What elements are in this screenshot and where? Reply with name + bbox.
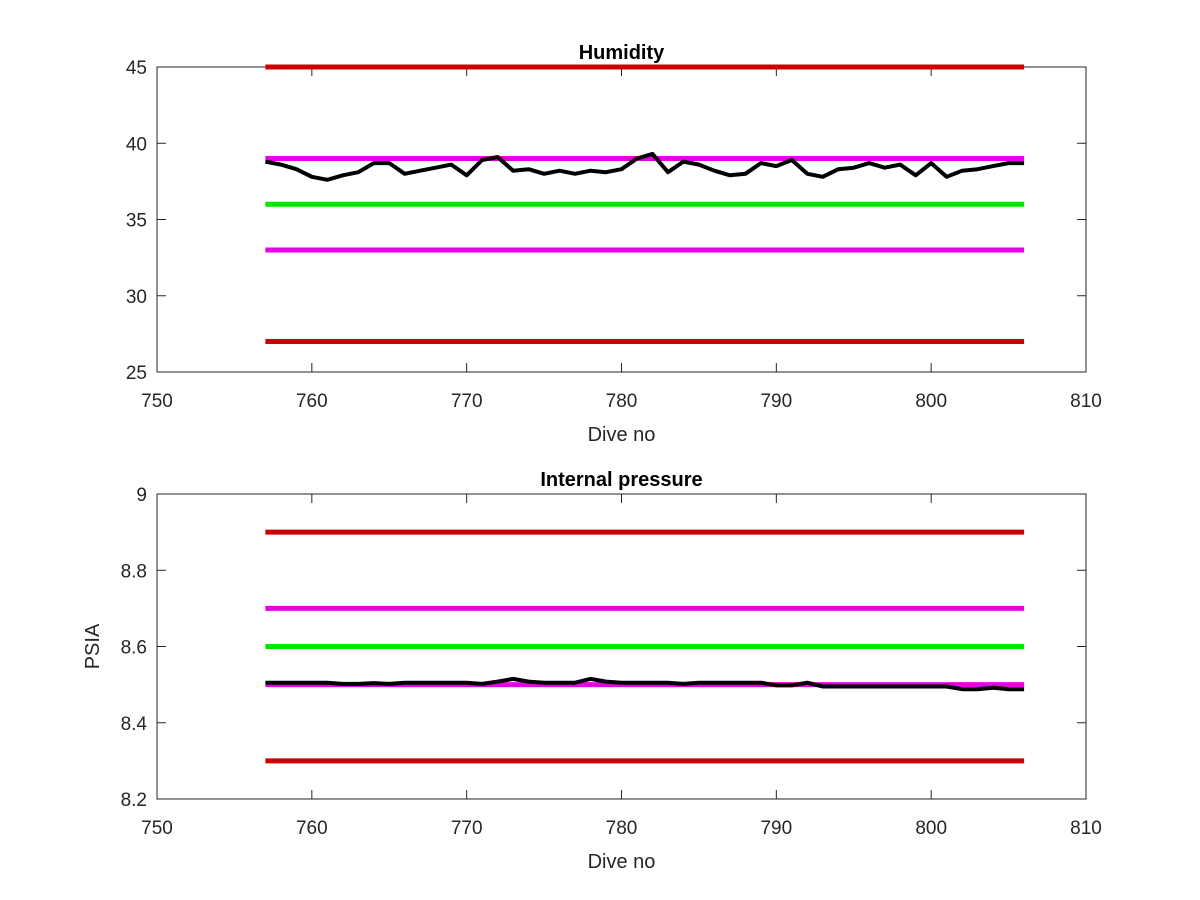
x-tick-label: 780 xyxy=(606,818,638,839)
internal-pressure-panel: 750 760 770 780 790 800 810 8.2 8.4 8.6 8.8 9 Intern… xyxy=(82,469,1102,873)
y-tick-label: 9 xyxy=(136,485,147,506)
chart-title: Humidity xyxy=(579,42,665,64)
measured-series-line xyxy=(265,151,1025,182)
y-tick-label: 30 xyxy=(126,287,147,308)
x-tick-label: 750 xyxy=(141,391,173,412)
y-axis-label: PSIA xyxy=(82,623,104,669)
x-tick-label: 800 xyxy=(915,391,947,412)
x-tick-label: 810 xyxy=(1070,391,1102,412)
x-tick-label: 760 xyxy=(296,818,328,839)
y-tick-label: 8.2 xyxy=(121,790,147,811)
x-axis-label: Dive no xyxy=(588,851,656,873)
y-tick-label: 40 xyxy=(126,134,147,155)
x-tick-label: 790 xyxy=(760,818,792,839)
humidity-panel: 750 760 770 780 790 800 810 25 30 35 40 45 Humidity D… xyxy=(126,42,1102,446)
x-tick-label: 750 xyxy=(141,818,173,839)
y-tick-label: 45 xyxy=(126,58,147,79)
measured-series-line xyxy=(265,676,1025,692)
x-tick-label: 810 xyxy=(1070,818,1102,839)
x-axis-label: Dive no xyxy=(588,424,656,446)
plot-area xyxy=(156,66,1087,373)
x-tick-label: 760 xyxy=(296,391,328,412)
x-tick-label: 800 xyxy=(915,818,947,839)
y-tick-label: 35 xyxy=(126,211,147,232)
x-tick-label: 770 xyxy=(451,818,483,839)
y-tick-label: 8.4 xyxy=(121,714,148,735)
x-tick-label: 770 xyxy=(451,391,483,412)
y-tick-label: 25 xyxy=(126,363,147,384)
chart-title: Internal pressure xyxy=(540,469,702,491)
x-tick-label: 780 xyxy=(606,391,638,412)
x-tick-label: 790 xyxy=(760,391,792,412)
y-tick-label: 8.8 xyxy=(121,561,147,582)
y-tick-label: 8.6 xyxy=(121,638,147,659)
